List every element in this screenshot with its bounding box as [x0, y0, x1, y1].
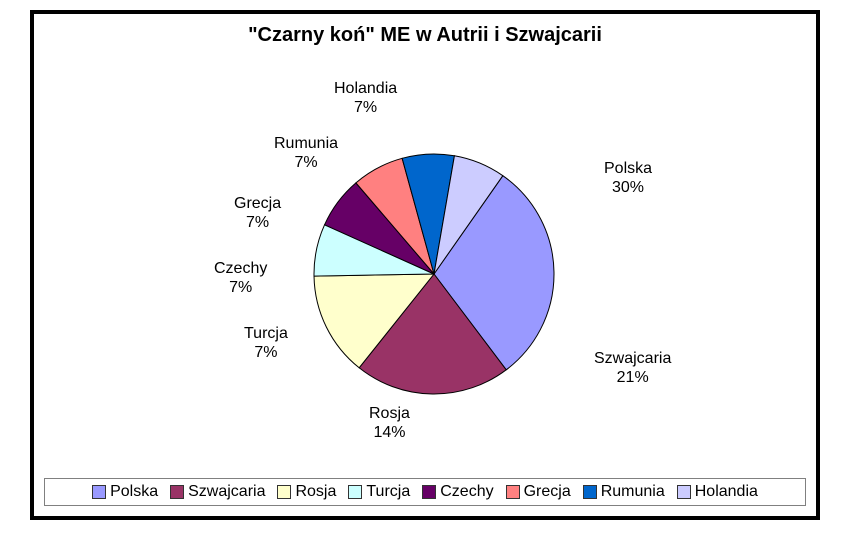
legend-label: Polska: [110, 483, 158, 501]
slice-label-szwajcaria: Szwajcaria 21%: [594, 349, 671, 387]
slice-label-turcja: Turcja 7%: [244, 324, 288, 362]
slice-label-holandia: Holandia 7%: [334, 79, 397, 117]
slice-label-polska: Polska 30%: [604, 159, 652, 197]
legend-item-grecja: Grecja: [506, 483, 571, 501]
slice-label-name: Czechy: [214, 260, 267, 277]
slice-label-pct: 7%: [246, 214, 269, 231]
legend-swatch: [506, 485, 520, 499]
legend: Polska Szwajcaria Rosja Turcja Czechy Grecja R…: [44, 478, 806, 506]
slice-label-name: Polska: [604, 160, 652, 177]
legend-label: Rumunia: [601, 483, 665, 501]
slice-label-pct: 7%: [229, 279, 252, 296]
slice-label-name: Turcja: [244, 325, 288, 342]
slice-label-pct: 7%: [354, 99, 377, 116]
legend-item-turcja: Turcja: [348, 483, 410, 501]
legend-swatch: [277, 485, 291, 499]
slice-label-pct: 14%: [373, 424, 405, 441]
legend-item-polska: Polska: [92, 483, 158, 501]
slice-label-pct: 30%: [612, 179, 644, 196]
legend-item-holandia: Holandia: [677, 483, 758, 501]
slice-label-name: Grecja: [234, 195, 281, 212]
slice-label-pct: 7%: [254, 344, 277, 361]
legend-label: Rosja: [295, 483, 336, 501]
slice-label-czechy: Czechy 7%: [214, 259, 267, 297]
pie-chart: [34, 14, 814, 464]
slice-label-name: Rosja: [369, 405, 410, 422]
slice-label-pct: 21%: [617, 369, 649, 386]
legend-swatch: [583, 485, 597, 499]
legend-item-szwajcaria: Szwajcaria: [170, 483, 265, 501]
slice-label-name: Rumunia: [274, 135, 338, 152]
slice-label-rosja: Rosja 14%: [369, 404, 410, 442]
legend-item-rumunia: Rumunia: [583, 483, 665, 501]
legend-label: Turcja: [366, 483, 410, 501]
slice-label-pct: 7%: [294, 154, 317, 171]
slice-label-name: Holandia: [334, 80, 397, 97]
legend-item-rosja: Rosja: [277, 483, 336, 501]
legend-label: Czechy: [440, 483, 493, 501]
legend-label: Grecja: [524, 483, 571, 501]
legend-swatch: [422, 485, 436, 499]
slice-label-name: Szwajcaria: [594, 350, 671, 367]
legend-swatch: [677, 485, 691, 499]
legend-swatch: [348, 485, 362, 499]
slice-label-rumunia: Rumunia 7%: [274, 134, 338, 172]
legend-swatch: [170, 485, 184, 499]
chart-container: "Czarny koń" ME w Autrii i Szwajcarii Po…: [30, 10, 820, 520]
slice-label-grecja: Grecja 7%: [234, 194, 281, 232]
legend-label: Holandia: [695, 483, 758, 501]
legend-item-czechy: Czechy: [422, 483, 493, 501]
legend-label: Szwajcaria: [188, 483, 265, 501]
legend-swatch: [92, 485, 106, 499]
